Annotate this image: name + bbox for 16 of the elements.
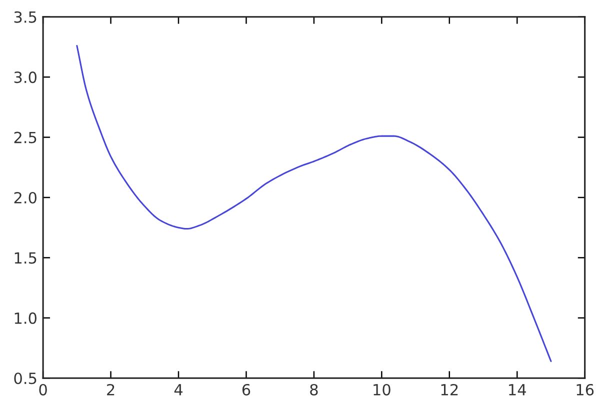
y-tick-label: 1.5	[14, 252, 36, 264]
y-tick-label: 3.0	[14, 72, 36, 84]
y-tick-label: 2.5	[14, 132, 36, 144]
x-tick-label: 12	[441, 384, 458, 396]
x-tick-label: 6	[242, 384, 250, 396]
y-tick-label: 0.5	[14, 372, 36, 384]
x-tick-label: 2	[107, 384, 114, 396]
x-tick-label: 16	[576, 384, 594, 396]
y-tick-label: 1.0	[14, 312, 36, 324]
y-tick-label: 2.0	[14, 192, 36, 204]
x-tick-label: 4	[174, 384, 183, 396]
x-tick-label: 10	[374, 384, 390, 396]
x-tick-label: 0	[39, 384, 47, 396]
x-tick-label: 14	[509, 384, 526, 396]
x-tick-label: 8	[310, 384, 318, 396]
y-tick-label: 3.5	[14, 11, 36, 23]
